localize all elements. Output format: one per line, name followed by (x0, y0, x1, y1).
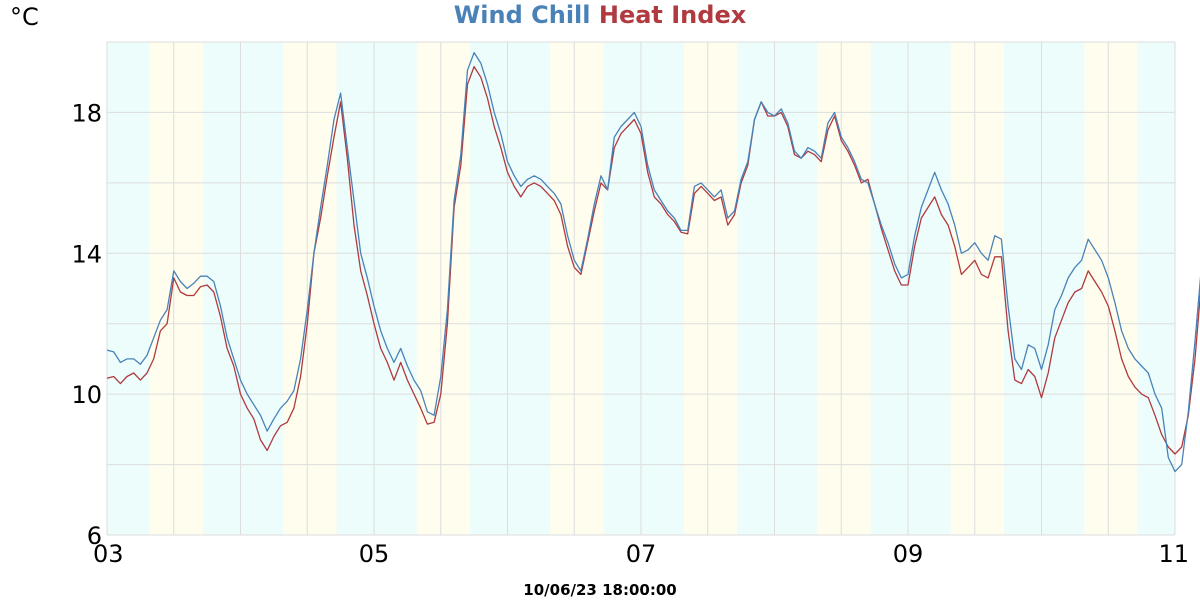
y-tick-label: 18 (71, 99, 102, 127)
day-band (550, 42, 604, 535)
y-tick-label: 10 (71, 381, 102, 409)
y-axis-ticks: 6 10 14 18 (71, 99, 102, 550)
wind-chill-line (106, 51, 1200, 473)
day-band (416, 42, 471, 535)
y-tick-label: 14 (71, 240, 102, 268)
day-band (817, 42, 871, 535)
day-band (683, 42, 738, 535)
y-axis-unit: °C (10, 3, 39, 31)
x-tick-label: 11 (1158, 540, 1189, 568)
legend-heat-index: Heat Index (598, 1, 747, 29)
day-band (149, 42, 204, 535)
timestamp: 10/06/23 18:00:00 (523, 581, 677, 599)
legend-wind-chill: Wind Chill (453, 1, 591, 29)
chart-title: Wind Chill Heat Index (0, 0, 1200, 30)
x-tick-label: 09 (893, 540, 924, 568)
series-lines (106, 51, 1200, 473)
gridlines (106, 41, 1176, 536)
day-band (950, 42, 1005, 535)
y-tick-label: 6 (87, 522, 102, 550)
x-tick-label: 03 (93, 540, 124, 568)
x-tick-label: 05 (359, 540, 390, 568)
heat-index-line (106, 65, 1200, 455)
x-axis-ticks: 03 05 07 09 11 (93, 540, 1189, 568)
x-tick-label: 07 (626, 540, 657, 568)
